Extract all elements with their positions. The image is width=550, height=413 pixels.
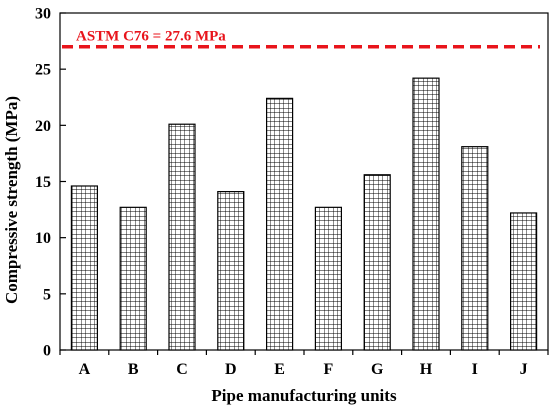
bar-E [266, 97, 294, 351]
x-tick-label: B [128, 361, 139, 378]
bar-G [363, 174, 391, 351]
y-tick-label: 25 [35, 62, 51, 79]
axes-group: 0 5 10 15 20 25 30 A B C D E F G H I J [35, 6, 549, 378]
bar-F [314, 206, 342, 351]
bar-C [168, 123, 196, 351]
y-tick-label: 10 [35, 230, 51, 247]
x-tick-label: D [225, 361, 237, 378]
y-tick-label: 20 [35, 118, 51, 135]
x-tick-label: E [274, 361, 285, 378]
x-tick-label: C [176, 361, 188, 378]
reference-line-label: ASTM C76 = 27.6 MPa [76, 29, 226, 45]
x-tick-label: F [324, 361, 334, 378]
reference-line-group: ASTM C76 = 27.6 MPa [62, 29, 540, 49]
x-tick-label: H [420, 361, 433, 378]
y-tick-label: 5 [43, 286, 51, 303]
y-tick-label: 30 [35, 6, 51, 23]
bar-D [217, 191, 245, 351]
y-axis-title: Compressive strength (MPa) [2, 96, 21, 304]
y-tick-label: 0 [43, 343, 51, 360]
bars-group [70, 77, 538, 351]
bar-H [412, 77, 440, 351]
x-axis-title: Pipe manufacturing units [211, 386, 397, 405]
x-tick-label: A [79, 361, 91, 378]
bar-J [510, 212, 538, 351]
bar-A [70, 185, 99, 351]
x-tick-label: I [472, 361, 478, 378]
x-tick-label: J [520, 361, 528, 378]
y-tick-label: 15 [35, 174, 51, 191]
bar-B [119, 206, 147, 351]
bar-I [461, 146, 489, 351]
x-tick-label: G [371, 361, 384, 378]
